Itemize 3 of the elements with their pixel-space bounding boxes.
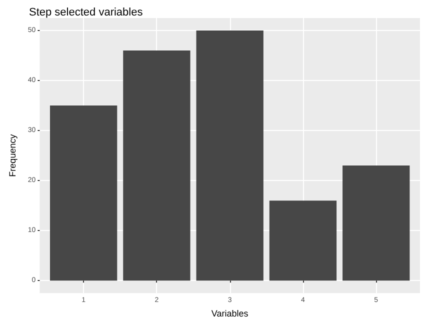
y-axis-title: Frequency [8,134,18,177]
chart-title: Step selected variables [29,6,144,18]
x-axis-title: Variables [211,308,249,318]
